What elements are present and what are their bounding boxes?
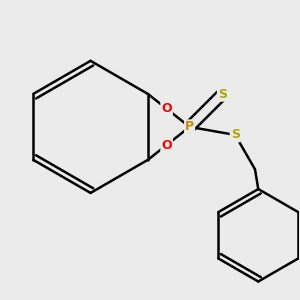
Text: O: O — [161, 102, 172, 115]
Text: S: S — [231, 128, 240, 141]
Text: O: O — [161, 139, 172, 152]
Text: S: S — [218, 88, 227, 101]
Text: P: P — [185, 120, 194, 134]
